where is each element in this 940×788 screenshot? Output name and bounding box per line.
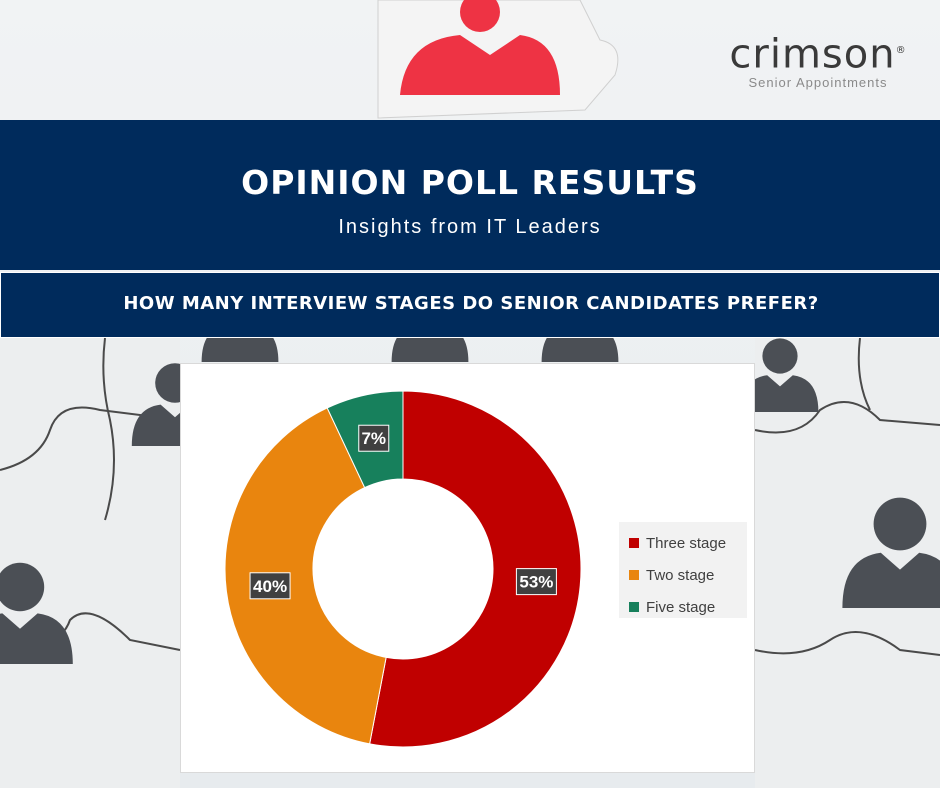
brand-wordmark: crimson® — [729, 31, 907, 78]
data-label-two-stage: 40% — [249, 572, 291, 600]
page-subtitle: Insights from IT Leaders — [338, 216, 602, 238]
legend-label: Five stage — [646, 598, 716, 616]
question-band: HOW MANY INTERVIEW STAGES DO SENIOR CAND… — [0, 272, 940, 338]
donut-chart: 53% 40% 7% — [224, 390, 582, 748]
svg-text:7%: 7% — [361, 429, 386, 448]
svg-text:40%: 40% — [253, 577, 287, 596]
data-label-three-stage: 53% — [515, 568, 557, 596]
legend-item-two-stage: Two stage — [629, 559, 747, 591]
page-title: OPINION POLL RESULTS — [241, 163, 699, 202]
top-puzzle-piece — [377, 0, 619, 119]
brand-tagline: Senior Appointments — [748, 75, 888, 91]
person-head-red — [460, 0, 500, 32]
data-label-five-stage: 7% — [358, 424, 390, 452]
legend-swatch — [629, 570, 639, 580]
chart-legend: Three stage Two stage Five stage — [619, 522, 747, 618]
legend-swatch — [629, 538, 639, 548]
donut-slice-three-stage — [369, 390, 582, 748]
brand-logo: crimson® Senior Appointments — [728, 30, 908, 90]
puzzle-pieces — [0, 337, 940, 788]
legend-label: Three stage — [646, 534, 727, 552]
legend-item-five-stage: Five stage — [629, 591, 747, 623]
svg-text:53%: 53% — [519, 573, 553, 592]
legend-label: Two stage — [646, 566, 715, 584]
title-band: OPINION POLL RESULTS Insights from IT Le… — [0, 120, 940, 270]
poll-question: HOW MANY INTERVIEW STAGES DO SENIOR CAND… — [123, 293, 819, 314]
legend-swatch — [629, 602, 639, 612]
chart-card: 53% 40% 7% Three stage Two stage Five stage — [180, 363, 755, 773]
donut-slice-two-stage — [224, 407, 387, 745]
person-body-red — [400, 35, 560, 95]
legend-item-three-stage: Three stage — [629, 527, 747, 559]
